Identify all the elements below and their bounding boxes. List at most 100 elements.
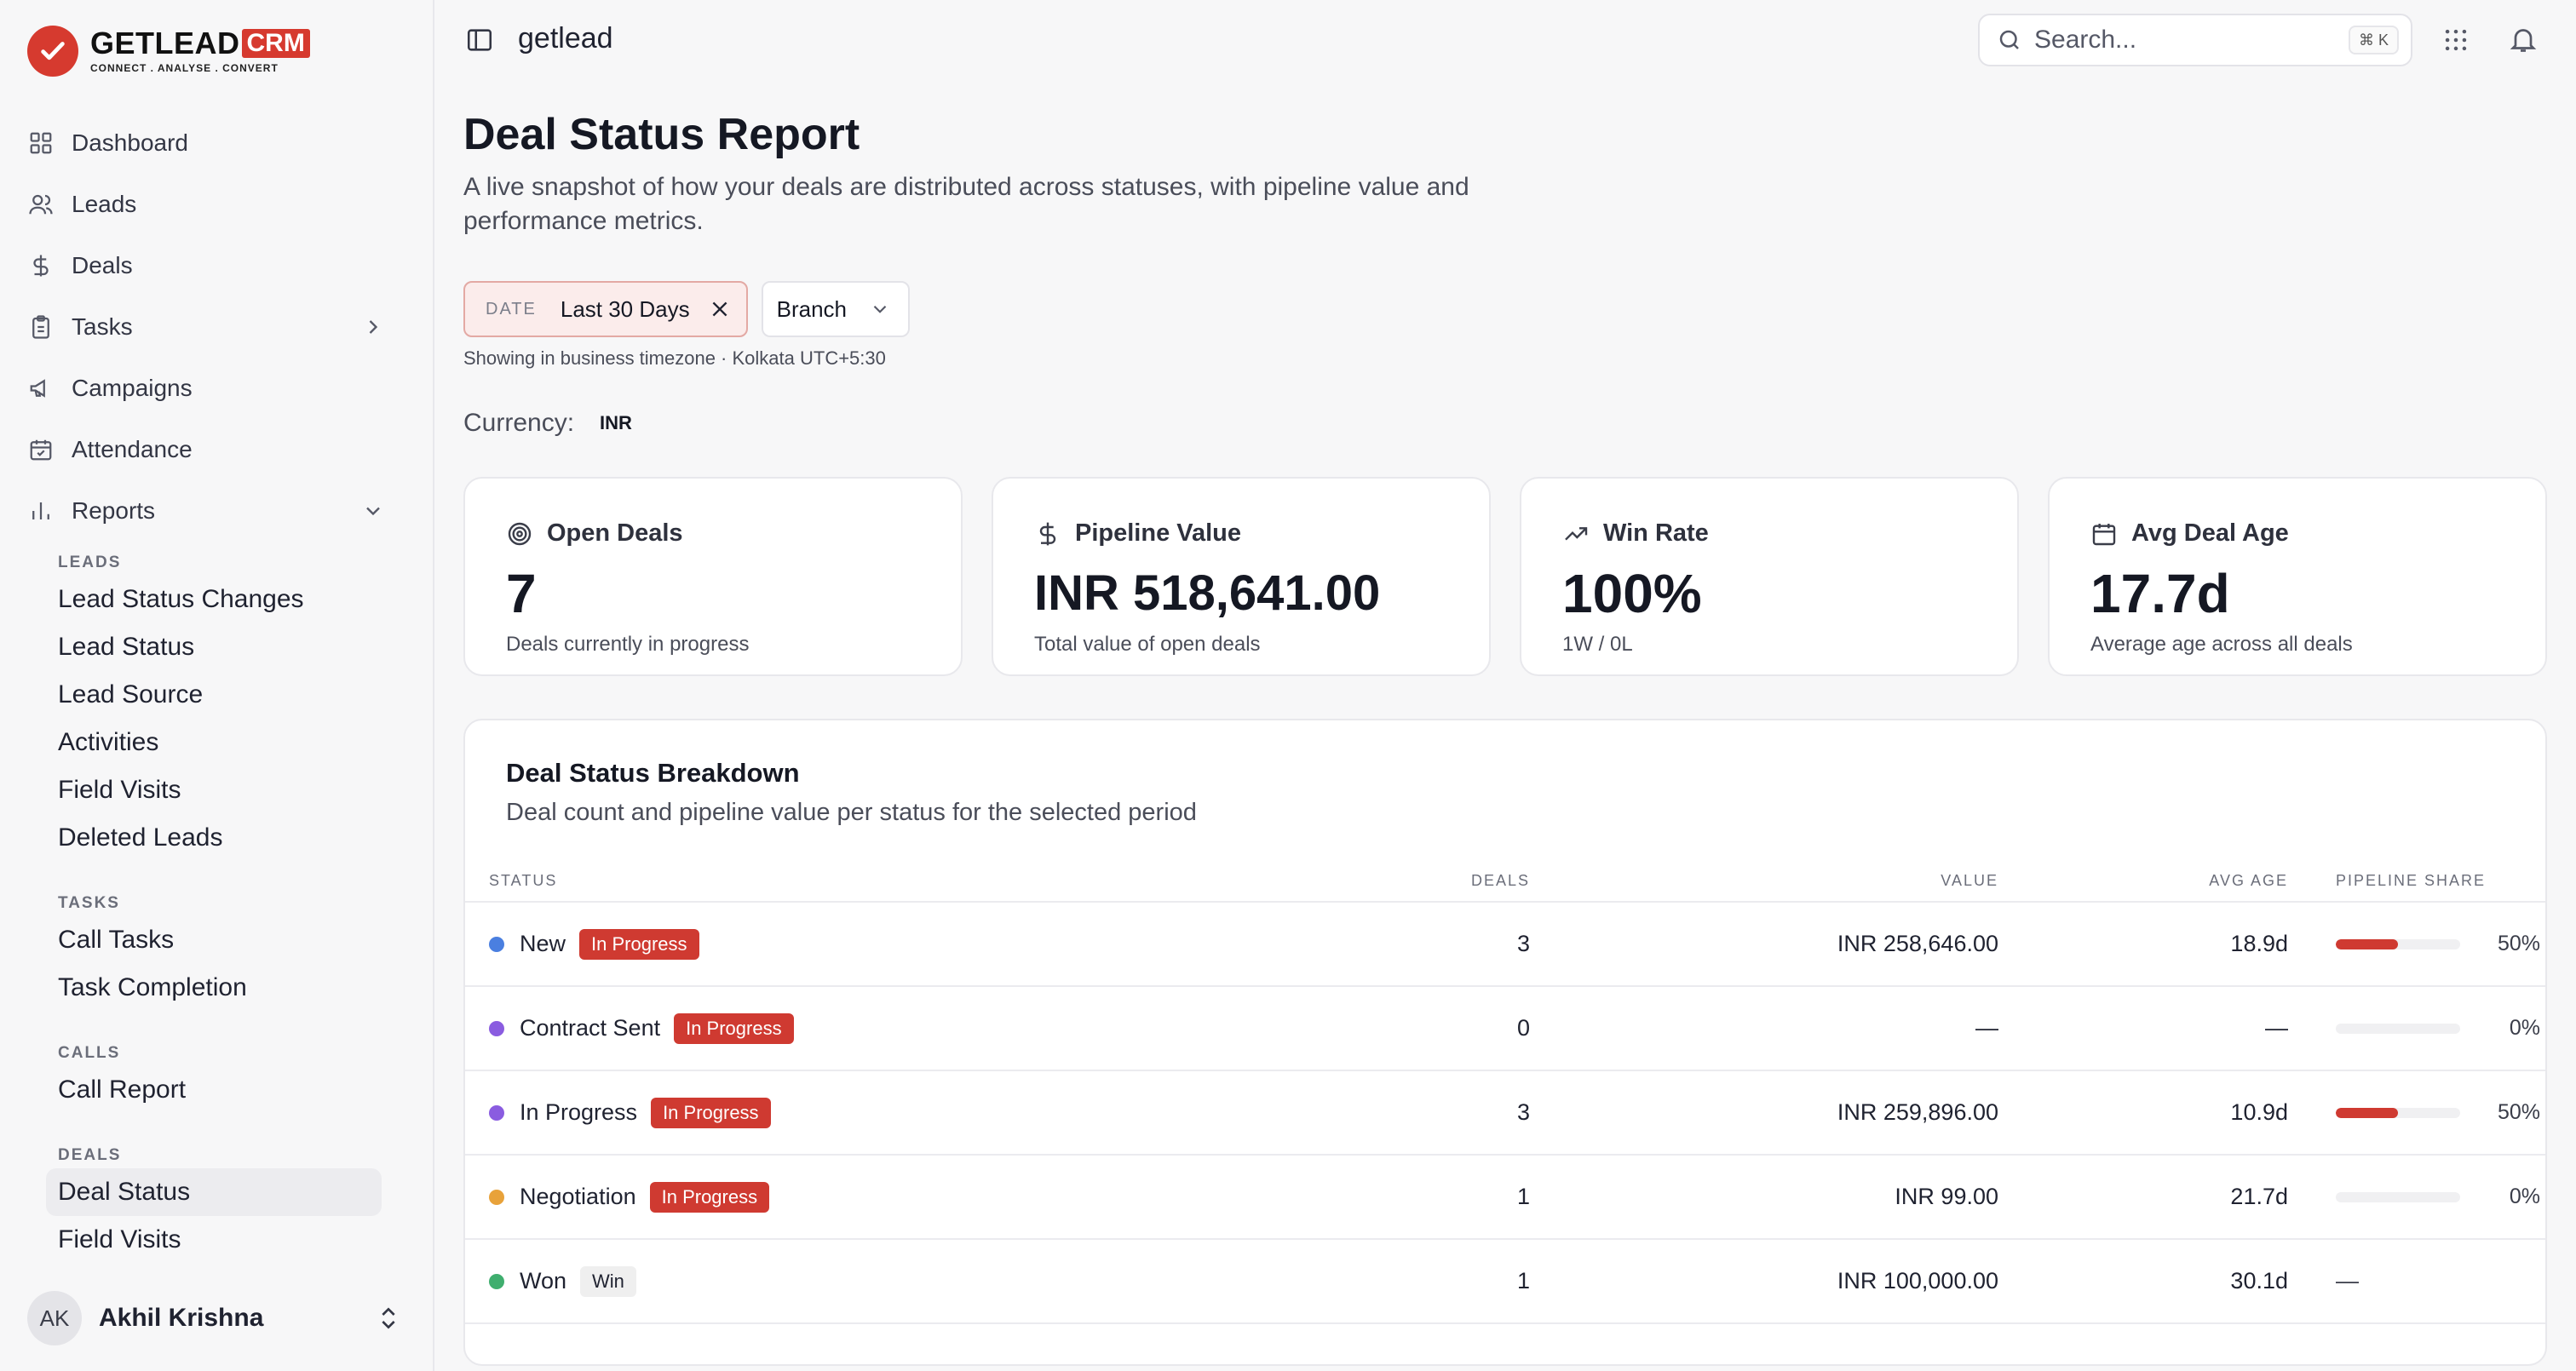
brand-logo[interactable]: GETLEAD CRM CONNECT . ANALYSE . CONVERT <box>27 26 310 77</box>
kpi-cards: Open Deals 7 Deals currently in progress… <box>463 477 2547 676</box>
col-status[interactable]: STATUS <box>465 861 1232 903</box>
table-row[interactable]: Contract Sent In Progress 0— —0% <box>465 986 2545 1071</box>
deals-count: 0 <box>1232 986 1530 1071</box>
calendar-check-icon <box>27 436 55 463</box>
deal-value: INR 100,000.00 <box>1530 1239 1998 1324</box>
nav-item-leads[interactable]: Leads <box>24 174 411 235</box>
deals-count: 1 <box>1232 1239 1530 1324</box>
pipeline-share-bar <box>2336 1023 2460 1034</box>
chevrons-up-down-icon[interactable] <box>375 1305 402 1332</box>
table-row[interactable]: Won Win 1 INR 100,000.00 30.1d — <box>465 1239 2545 1324</box>
calendar-icon <box>2092 523 2116 545</box>
pipeline-share-percent: 50% <box>2497 932 2540 955</box>
col-avg-age[interactable]: AVG AGE <box>1998 861 2288 903</box>
deal-status-breakdown: Deal Status Breakdown Deal count and pip… <box>463 719 2547 1366</box>
search-input[interactable] <box>2034 26 2341 54</box>
kpi-subtext: Average age across all deals <box>2090 633 2353 656</box>
user-name: Akhil Krishna <box>99 1304 264 1332</box>
breadcrumb[interactable]: getlead <box>518 22 613 54</box>
report-field-visits-leads[interactable]: Field Visits <box>58 776 181 804</box>
nav-item-dashboard[interactable]: Dashboard <box>24 112 411 174</box>
status-dot <box>489 1020 504 1036</box>
date-filter-value: Last 30 Days <box>560 295 690 322</box>
apps-grid-icon[interactable] <box>2441 26 2470 54</box>
nav-item-reports[interactable]: Reports <box>24 480 411 542</box>
status-badge: In Progress <box>674 1012 794 1044</box>
report-deleted-leads[interactable]: Deleted Leads <box>58 823 223 852</box>
deals-count: 3 <box>1232 902 1530 987</box>
filter-bar: DATE Last 30 Days Branch <box>463 281 2547 337</box>
avg-age: — <box>1998 986 2288 1071</box>
page-description: A live snapshot of how your deals are di… <box>463 173 1469 235</box>
status-name: Negotiation <box>520 1184 636 1209</box>
report-deal-status[interactable]: Deal Status <box>46 1168 382 1216</box>
report-lead-source[interactable]: Lead Source <box>58 680 204 708</box>
report-activities[interactable]: Activities <box>58 728 159 756</box>
kpi-card-open-deals: Open Deals 7 Deals currently in progress <box>463 477 963 676</box>
nav-item-campaigns[interactable]: Campaigns <box>24 358 411 419</box>
main-area: getlead ⌘ K Deal Status Report A live sn… <box>434 0 2576 1371</box>
kpi-value: INR 518,641.00 <box>1034 565 1381 621</box>
status-badge: Win <box>580 1265 636 1297</box>
nav-label: Leads <box>72 191 137 217</box>
chevron-right-icon[interactable] <box>361 315 385 339</box>
deals-count: 1 <box>1232 1155 1530 1240</box>
kpi-subtext: Total value of open deals <box>1034 633 1261 656</box>
report-task-completion[interactable]: Task Completion <box>58 973 247 1001</box>
status-name: Won <box>520 1268 567 1294</box>
kpi-subtext: 1W / 0L <box>1562 633 1633 656</box>
currency-value[interactable]: INR <box>600 412 632 433</box>
breakdown-title: Deal Status Breakdown <box>506 758 800 788</box>
col-value[interactable]: VALUE <box>1530 861 1998 903</box>
nav-item-tasks[interactable]: Tasks <box>24 296 411 358</box>
section-heading-tasks: TASKS <box>58 894 120 912</box>
close-icon[interactable] <box>709 298 731 320</box>
pipeline-share-percent: 0% <box>2509 1185 2540 1208</box>
timezone-note: Showing in business timezone · Kolkata U… <box>463 347 886 369</box>
report-lead-status[interactable]: Lead Status <box>58 633 195 661</box>
table-row[interactable]: Negotiation In Progress 1 INR 99.00 21.7d 0% <box>465 1155 2545 1240</box>
pipeline-share-fill <box>2336 1107 2398 1118</box>
status-name: New <box>520 931 566 956</box>
chevron-down-icon[interactable] <box>361 499 385 523</box>
user-menu[interactable]: AK Akhil Krishna <box>27 1291 411 1345</box>
nav-label: Tasks <box>72 313 133 340</box>
status-dot <box>489 1273 504 1289</box>
nav-item-attendance[interactable]: Attendance <box>24 419 411 480</box>
branch-filter-label: Branch <box>776 295 847 322</box>
table-row[interactable]: New In Progress 3 INR 258,646.00 18.9d 50% <box>465 902 2545 987</box>
table-row[interactable]: In Progress In Progress 3 INR 259,896.00 10.… <box>465 1070 2545 1156</box>
col-deals[interactable]: DEALS <box>1232 861 1530 903</box>
section-heading-leads: LEADS <box>58 554 122 571</box>
pipeline-share-bar <box>2336 938 2460 949</box>
nav-item-deals[interactable]: Deals <box>24 235 411 296</box>
search-shortcut: ⌘ K <box>2348 26 2399 54</box>
breakdown-table: STATUS DEALS VALUE AVG AGE PIPELINE SHAR… <box>465 861 2545 1324</box>
status-name: Contract Sent <box>520 1015 661 1041</box>
page-content: Deal Status Report A live snapshot of ho… <box>463 80 2547 1366</box>
avg-age: 18.9d <box>1998 902 2288 987</box>
section-heading-deals: DEALS <box>58 1146 122 1164</box>
dollar-icon <box>27 252 55 279</box>
kpi-card-pipeline-value: Pipeline Value INR 518,641.00 Total valu… <box>992 477 1491 676</box>
branch-filter[interactable]: Branch <box>761 281 910 337</box>
pipeline-share-percent: 0% <box>2509 1016 2540 1040</box>
date-filter-chip[interactable]: DATE Last 30 Days <box>463 281 748 337</box>
brand-tagline: CONNECT . ANALYSE . CONVERT <box>90 62 279 74</box>
kpi-title: Pipeline Value <box>1075 519 1242 547</box>
megaphone-icon <box>27 375 55 402</box>
report-call-tasks[interactable]: Call Tasks <box>58 926 175 954</box>
sidebar-toggle-icon[interactable] <box>465 26 494 54</box>
report-call-report[interactable]: Call Report <box>58 1076 187 1104</box>
col-pipeline-share[interactable]: PIPELINE SHARE <box>2288 861 2545 903</box>
pipeline-share-bar <box>2336 1191 2460 1202</box>
search-box[interactable]: ⌘ K <box>1978 14 2412 66</box>
nav-label: Dashboard <box>72 129 188 156</box>
avatar: AK <box>27 1291 82 1345</box>
report-field-visits-deals[interactable]: Field Visits <box>58 1225 181 1253</box>
deal-value: INR 99.00 <box>1530 1155 1998 1240</box>
report-lead-status-changes[interactable]: Lead Status Changes <box>58 585 304 613</box>
bell-icon[interactable] <box>2508 24 2539 54</box>
status-badge: In Progress <box>651 1097 771 1128</box>
trending-up-icon <box>1565 526 1588 541</box>
